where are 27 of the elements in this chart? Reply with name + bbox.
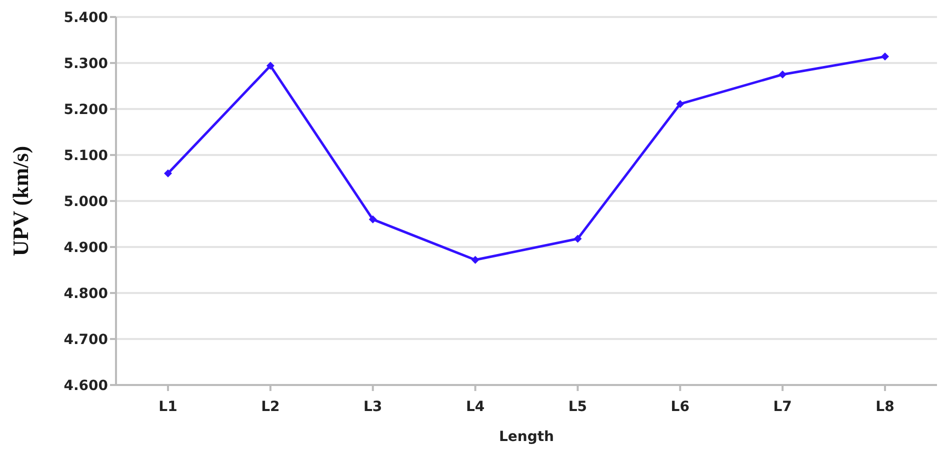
y-tick-label: 4.700 [64,332,108,348]
point [778,70,787,78]
x-tick-label: L6 [670,398,690,415]
y-tick-label: 4.900 [64,240,108,256]
y-axis-title: UPV (km/s) [8,146,33,256]
y-tick-label: 5.100 [64,148,108,164]
y-tick-label: 5.200 [64,102,108,118]
y-tick-label: 5.000 [64,194,108,210]
x-axis-title: Length [498,429,554,445]
x-tick-label: L3 [364,398,382,415]
point [676,100,684,108]
y-tick-label: 4.600 [64,378,108,394]
x-tick-label: L4 [466,398,485,415]
y-tick-label: 4.800 [64,286,108,302]
y-tick-label: 5.400 [64,10,108,26]
point [574,234,582,243]
point [164,169,172,178]
point [471,256,480,264]
x-tick-label: L8 [876,398,894,415]
x-tick-label: L5 [568,398,588,415]
point [881,52,889,61]
point [266,62,274,70]
x-tick-label: L7 [773,398,792,415]
x-tick-label: L1 [158,398,178,415]
point [368,215,377,224]
x-tick-label: L2 [261,398,280,415]
y-tick-label: 5.300 [64,56,108,72]
